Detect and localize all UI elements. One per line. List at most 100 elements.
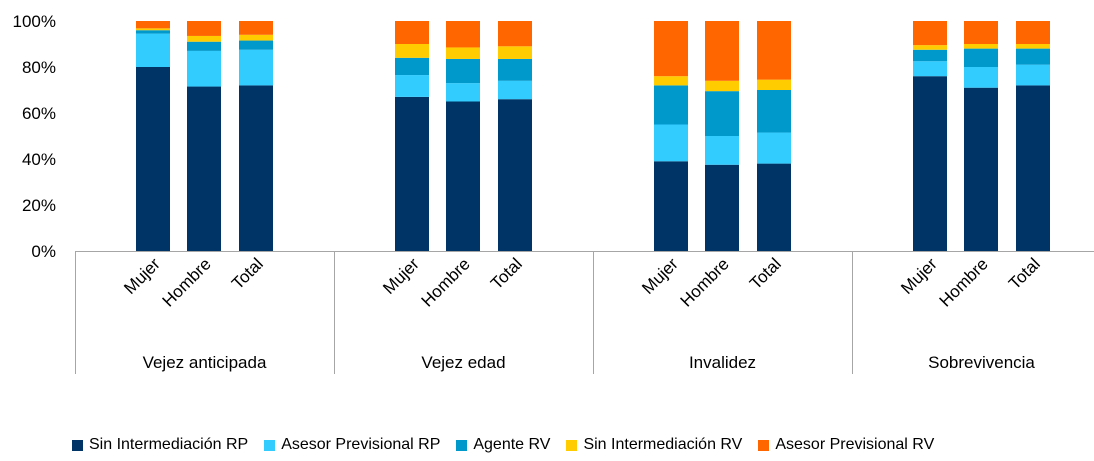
x-axis [75,251,1094,374]
bar-segment [395,75,429,97]
x-tick-label: Mujer [120,254,164,298]
x-tick-label: Mujer [379,254,423,298]
bar-segment [757,163,791,251]
legend-item: Sin Intermediación RV [566,436,742,454]
legend-swatch [456,439,468,451]
bar-segment [498,46,532,59]
bar-segment [498,21,532,47]
bar-segment [136,28,170,31]
bar-segment [395,21,429,44]
bar-segment [187,86,221,251]
bar-segment [654,161,688,251]
bar-segment [187,50,221,87]
legend-label: Asesor Previsional RV [775,436,935,453]
y-tick-label: 0% [31,242,56,261]
bar-segment [136,33,170,67]
bar-segment [395,57,429,76]
legend-swatch [566,439,578,451]
bar-segment [446,21,480,48]
bar-segment [757,90,791,133]
group-label: Vejez anticipada [143,353,267,372]
bar-segment [136,67,170,251]
bar-segment [913,49,947,62]
bar-segment [498,80,532,100]
legend-item: Asesor Previsional RV [758,436,934,454]
bar-segment [964,87,998,251]
legend: Sin Intermediación RP Asesor Previsional … [72,436,934,454]
bar-segment [654,21,688,77]
y-axis-ticks: 0% 20% 40% 60% 80% 100% [13,12,56,261]
group-labels: Vejez anticipada Vejez edad Invalidez Sobre… [143,353,1036,372]
legend-label: Sin Intermediación RP [89,436,249,453]
bar-segment [913,76,947,251]
bar-segment [136,30,170,34]
bar-segment [913,21,947,46]
bar-segment [705,91,739,136]
legend-label: Agente RV [473,436,551,453]
x-tick-label: Mujer [897,254,941,298]
legend-swatch [72,439,83,451]
bar-segment [1016,48,1050,65]
bar-segment [654,85,688,125]
bar-segment [395,44,429,58]
bar-segment [446,101,480,251]
bar-segment [705,136,739,165]
x-tick-label: Hombre [677,254,733,310]
y-tick-label: 20% [22,196,56,215]
x-tick-label: Total [487,254,526,293]
bar-segment [757,21,791,80]
legend-swatch [758,439,770,451]
bar-segment [239,21,273,35]
bar-segment [913,45,947,50]
bar-segment [395,96,429,252]
x-tick-label: Hombre [418,254,474,310]
bar-segment [446,58,480,84]
y-tick-label: 40% [22,150,56,169]
y-tick-label: 80% [22,58,56,77]
bar-segment [187,21,221,36]
bar-segment [239,34,273,41]
legend-label: Asesor Previsional RP [281,436,441,453]
bar-segment [964,44,998,49]
legend-item: Asesor Previsional RP [264,436,440,454]
x-tick-label: Hombre [936,254,992,310]
bar-segment [1016,21,1050,44]
x-tick-label: Total [746,254,785,293]
group-label: Sobrevivencia [928,353,1035,372]
bar-segment [498,99,532,251]
bar-segment [446,47,480,59]
bar-segment [187,41,221,51]
legend-item: Agente RV [456,436,550,454]
bar-segment [705,164,739,251]
bar-segment [1016,64,1050,86]
bar-segment [498,58,532,81]
bar-segment [239,85,273,252]
legend-label: Sin Intermediación RV [583,436,743,453]
bar-segment [705,80,739,92]
bar-segment [757,132,791,164]
bar-segment [446,83,480,102]
group-label: Invalidez [689,353,756,372]
bar-segment [654,76,688,86]
bar-segment [964,48,998,67]
bars [136,21,1050,252]
bar-segment [705,21,739,81]
x-tick-label: Total [1005,254,1044,293]
bar-segment [239,40,273,50]
bar-segment [757,79,791,90]
legend-swatch [264,439,276,451]
x-tick-label: Total [228,254,267,293]
y-tick-label: 60% [22,104,56,123]
bar-segment [1016,85,1050,252]
bar-segment [913,61,947,77]
bar-segment [964,67,998,88]
bar-segment [239,49,273,86]
bar-segment [1016,44,1050,49]
bar-segment [136,21,170,29]
x-tick-label: Hombre [159,254,215,310]
legend-item: Sin Intermediación RP [72,436,248,454]
x-tick-label: Mujer [638,254,682,298]
